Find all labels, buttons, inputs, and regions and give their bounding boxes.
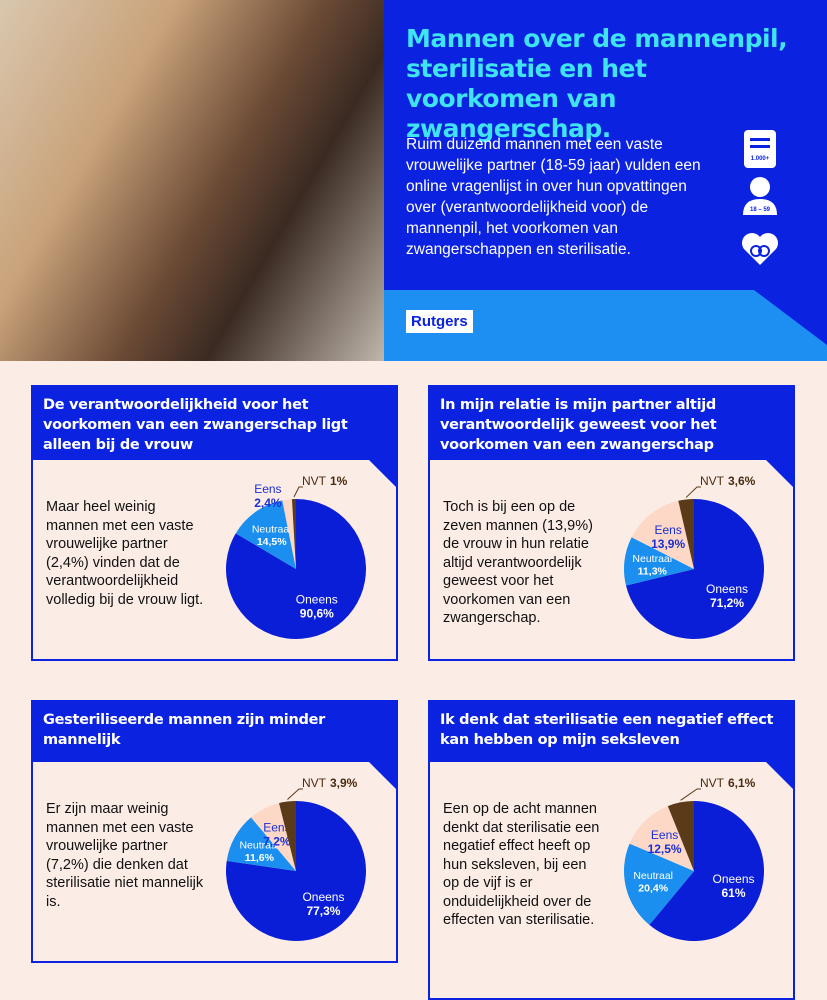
slice-category: Oneens bbox=[302, 890, 344, 904]
slice-value: 20,4% bbox=[638, 882, 668, 894]
corner bbox=[766, 762, 793, 789]
header-title: Mannen over de mannenpil, sterilisatie e… bbox=[406, 24, 788, 143]
slice-value: 2,4% bbox=[254, 496, 282, 510]
icon-label: 18 – 59 bbox=[750, 207, 771, 213]
slice-category: Eens bbox=[263, 821, 290, 835]
slice-value: 12,5% bbox=[648, 842, 682, 856]
leader-line bbox=[680, 788, 701, 801]
slice-value: 11,6% bbox=[245, 852, 275, 864]
slice-category: Neutraal bbox=[633, 870, 673, 882]
category: NVT bbox=[302, 776, 327, 790]
pie-slice bbox=[667, 801, 694, 871]
icon-person bbox=[743, 199, 777, 215]
logo: Rutgers bbox=[406, 310, 473, 333]
card-title: Ik denk dat sterilisatie een negatief ef… bbox=[430, 702, 793, 762]
card-description: Een op de acht mannen denkt dat sterilis… bbox=[443, 801, 600, 928]
slice-label: NVT 1% bbox=[302, 474, 348, 488]
slice-category: Eens bbox=[651, 828, 678, 842]
slice-category: Neutraal bbox=[632, 553, 672, 565]
slice-category: Oneens bbox=[713, 872, 755, 886]
leader-line bbox=[685, 486, 701, 498]
pie-slice bbox=[279, 801, 296, 871]
icons: 1.000+ 18 – 59 bbox=[742, 130, 778, 265]
slice-category: Oneens bbox=[296, 592, 338, 606]
card-description: Er zijn maar weinig mannen met een vaste… bbox=[46, 801, 204, 910]
pie-slice bbox=[631, 500, 694, 569]
slice-label: NVT 3,9% bbox=[302, 776, 358, 790]
slice-category: Neutraal bbox=[239, 840, 279, 852]
header-intro: Ruim duizend mannen met een vaste vrouwe… bbox=[406, 136, 701, 258]
pie-slice bbox=[625, 499, 764, 639]
corner bbox=[766, 460, 793, 487]
card-title: In mijn relatie is mijn partner altijd v… bbox=[430, 387, 793, 460]
card: Oneens 71,2% Neutraal 11,3% Eens 13,9% NVT 3,6%… bbox=[428, 385, 795, 661]
slice-category: Eens bbox=[654, 523, 681, 537]
value-label: 3,9% bbox=[330, 776, 358, 790]
slice-label: NVT 3,6% bbox=[700, 474, 756, 488]
card-title: Gesteriliseerde mannen zijn minder manne… bbox=[33, 702, 396, 762]
category: NVT bbox=[700, 474, 725, 488]
card: Oneens 61% Neutraal 20,4% Eens 12,5% NVT 6,1% Ik… bbox=[428, 700, 795, 1000]
stripe bbox=[384, 290, 827, 361]
pie-slice bbox=[624, 537, 694, 586]
slice-value: 90,6% bbox=[300, 606, 334, 620]
slice-value: 14,5% bbox=[257, 536, 287, 548]
card: Oneens 90,6% Neutraal 14,5% Eens 2,4% NVT 1% De … bbox=[31, 385, 398, 661]
card: Oneens 77,3% Neutraal 11,6% Eens 7,2% NVT 3,9% G… bbox=[31, 700, 398, 963]
value-label: 6,1% bbox=[728, 776, 756, 790]
slice-value: 77,3% bbox=[306, 904, 340, 918]
slice-value: 11,3% bbox=[638, 566, 668, 578]
slice-value: 71,2% bbox=[710, 596, 744, 610]
pie-slice bbox=[649, 801, 764, 941]
icon-list bbox=[744, 130, 776, 168]
value-label: 1% bbox=[330, 474, 348, 488]
card-description: Maar heel weinig mannen met een vaste vr… bbox=[46, 499, 204, 608]
pie-slice bbox=[226, 817, 296, 871]
slice-label: NVT 6,1% bbox=[700, 776, 756, 790]
slice-category: Neutraal bbox=[252, 524, 292, 536]
pie-slice bbox=[282, 499, 296, 569]
pie-slice bbox=[629, 806, 694, 871]
slice-value: 13,9% bbox=[651, 537, 685, 551]
slice-category: Oneens bbox=[706, 582, 748, 596]
corner bbox=[369, 762, 396, 789]
pie-slice bbox=[624, 843, 694, 925]
card-title: De verantwoordelijkheid voor het voorkom… bbox=[33, 387, 396, 460]
slice-value: 7,2% bbox=[263, 835, 291, 849]
pie-slice bbox=[235, 500, 296, 569]
corner bbox=[369, 460, 396, 487]
slice-value: 61% bbox=[722, 886, 746, 900]
pie-slice bbox=[678, 499, 694, 569]
icon-label: 1.000+ bbox=[751, 156, 770, 162]
card-description: Toch is bij een op de zeven mannen (13,9… bbox=[443, 499, 593, 626]
category: NVT bbox=[302, 474, 327, 488]
pie-slice bbox=[291, 499, 296, 569]
pie-slice bbox=[251, 803, 296, 871]
leader-line bbox=[293, 486, 303, 498]
photo bbox=[0, 0, 384, 361]
slice-category: Eens bbox=[254, 482, 281, 496]
leader-line bbox=[287, 788, 303, 800]
category: NVT bbox=[700, 776, 725, 790]
value-label: 3,6% bbox=[728, 474, 756, 488]
